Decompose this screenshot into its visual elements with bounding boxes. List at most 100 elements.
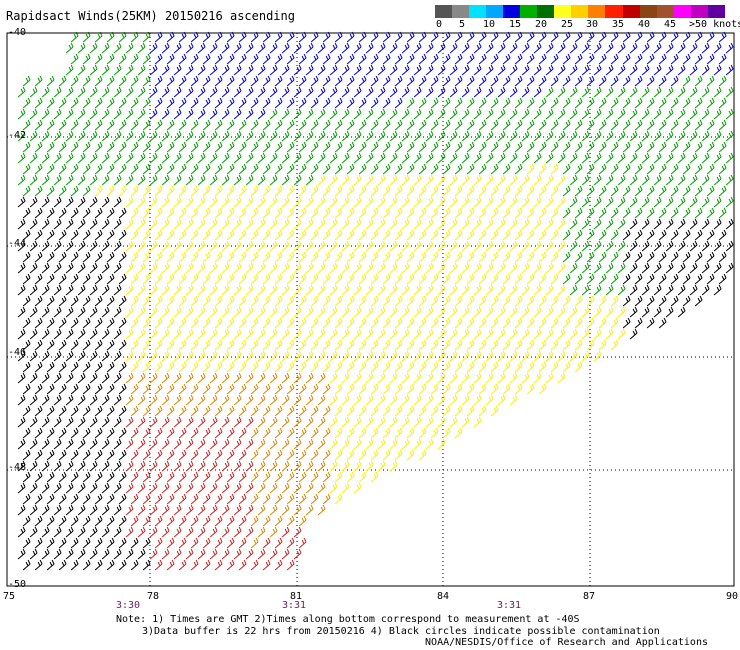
wind-barb <box>137 372 146 384</box>
wind-barb <box>413 262 422 274</box>
wind-barb <box>281 152 290 164</box>
wind-barb <box>250 273 259 285</box>
wind-barb <box>706 163 715 175</box>
wind-barb <box>514 273 523 285</box>
wind-barb <box>190 339 199 351</box>
wind-barb <box>238 383 247 395</box>
wind-barb <box>569 130 578 142</box>
wind-barb <box>269 372 278 384</box>
wind-barb <box>569 284 578 296</box>
wind-barb <box>221 482 230 494</box>
wind-barb <box>77 438 86 450</box>
wind-barb <box>197 548 206 560</box>
wind-barb <box>113 284 122 296</box>
wind-barb <box>58 405 67 417</box>
wind-barb <box>65 394 74 406</box>
wind-barb <box>394 273 403 285</box>
wind-barb <box>233 548 242 560</box>
wind-barb <box>377 262 386 274</box>
wind-barb <box>185 482 194 494</box>
wind-barb <box>46 405 55 417</box>
wind-barb <box>370 53 379 65</box>
wind-barb <box>394 339 403 351</box>
wind-barb <box>562 97 571 109</box>
wind-barb <box>89 218 98 230</box>
wind-barb <box>461 394 470 406</box>
wind-barb <box>226 185 235 197</box>
wind-barb <box>725 218 734 230</box>
wind-barb <box>77 86 86 98</box>
note-line-1: Note: 1) Times are GMT 2)Times along bot… <box>116 614 580 625</box>
wind-barb <box>161 548 170 560</box>
wind-barb <box>557 130 566 142</box>
wind-barb <box>209 108 218 120</box>
wind-barb <box>238 185 247 197</box>
wind-barb <box>370 405 379 417</box>
wind-barb <box>305 108 314 120</box>
wind-barb <box>557 306 566 318</box>
wind-barb <box>197 152 206 164</box>
wind-barb <box>58 559 67 571</box>
wind-barb <box>58 75 67 87</box>
wind-barb <box>454 119 463 131</box>
wind-barb <box>89 196 98 208</box>
wind-barb <box>550 163 559 175</box>
wind-barb <box>725 42 734 54</box>
wind-barb <box>466 141 475 153</box>
wind-barb <box>221 218 230 230</box>
wind-barb <box>173 196 182 208</box>
wind-barb <box>22 317 31 329</box>
wind-barb <box>341 64 350 76</box>
wind-barb <box>286 361 295 373</box>
wind-barb <box>70 251 79 263</box>
wind-barb <box>677 306 686 318</box>
wind-barb <box>202 251 211 263</box>
wind-barb <box>641 218 650 230</box>
wind-barb <box>670 273 679 285</box>
wind-barb <box>341 262 350 274</box>
wind-barb <box>310 185 319 197</box>
wind-barb <box>226 405 235 417</box>
wind-barb <box>89 64 98 76</box>
wind-barb <box>521 372 530 384</box>
wind-barb <box>173 548 182 560</box>
wind-barb <box>665 64 674 76</box>
wind-barb <box>490 119 499 131</box>
wind-barb <box>413 86 422 98</box>
wind-barb <box>377 394 386 406</box>
wind-barb <box>329 218 338 230</box>
wind-barb <box>665 174 674 186</box>
wind-barb <box>689 64 698 76</box>
wind-barb <box>557 262 566 274</box>
legend-swatch <box>605 5 623 18</box>
legend-swatch <box>588 5 606 18</box>
wind-barb <box>269 394 278 406</box>
wind-barb <box>334 119 343 131</box>
wind-barb <box>401 262 410 274</box>
wind-barb <box>490 75 499 87</box>
wind-barb <box>113 130 122 142</box>
wind-barb <box>125 482 134 494</box>
wind-barb <box>166 383 175 395</box>
wind-barb <box>298 207 307 219</box>
wind-barb <box>46 559 55 571</box>
wind-barb <box>437 240 446 252</box>
wind-barb <box>682 141 691 153</box>
wind-barb <box>593 284 602 296</box>
wind-barb <box>701 284 710 296</box>
wind-barb <box>358 97 367 109</box>
legend-label: 20 <box>535 19 548 30</box>
wind-barb <box>118 53 127 65</box>
wind-barb <box>454 339 463 351</box>
wind-barb <box>538 119 547 131</box>
wind-barb <box>154 559 163 571</box>
wind-barb <box>89 284 98 296</box>
wind-barb <box>394 141 403 153</box>
wind-barb <box>274 537 283 549</box>
wind-barb <box>118 515 127 527</box>
wind-barb <box>550 273 559 285</box>
wind-barb <box>34 405 43 417</box>
wind-barb <box>317 350 326 362</box>
wind-barb <box>94 251 103 263</box>
wind-barb <box>94 229 103 241</box>
